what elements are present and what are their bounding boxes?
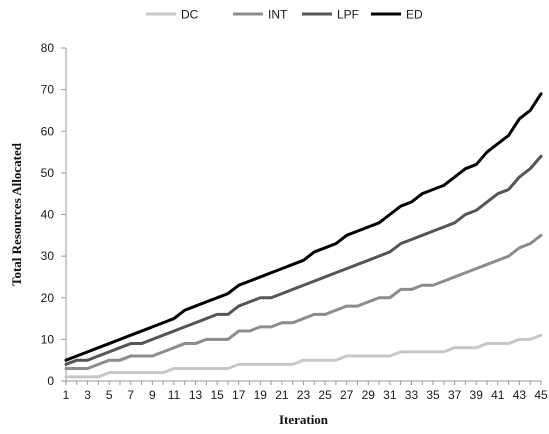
x-tick-label: 3 <box>84 388 91 402</box>
x-tick-label: 33 <box>405 388 419 402</box>
y-axis: 0 10 20 30 40 50 60 70 80 <box>41 41 67 388</box>
y-tick-label: 80 <box>41 41 55 55</box>
x-tick-label: 11 <box>168 388 181 402</box>
y-tick-label: 50 <box>41 166 55 180</box>
x-tick-label: 39 <box>470 388 484 402</box>
series-line-lpf <box>64 154 543 366</box>
y-tick-label: 30 <box>41 249 55 263</box>
x-tick-label: 13 <box>189 388 203 402</box>
legend-label-int: INT <box>268 8 288 22</box>
x-tick-label: 15 <box>210 388 224 402</box>
legend-label-dc: DC <box>181 8 199 22</box>
series-line-int <box>64 233 543 371</box>
x-tick-label: 1 <box>63 388 70 402</box>
legend: DC INT LPF ED <box>146 8 423 22</box>
x-tick-label: 45 <box>534 388 548 402</box>
x-axis-title: Iteration <box>279 412 329 427</box>
x-tick-label: 9 <box>149 388 156 402</box>
x-tick-label: 21 <box>275 388 289 402</box>
x-tick-label: 35 <box>426 388 440 402</box>
y-tick-label: 60 <box>41 124 55 138</box>
x-tick-label: 37 <box>448 388 462 402</box>
legend-label-ed: ED <box>406 8 423 22</box>
y-tick-label: 0 <box>47 374 54 388</box>
x-tick-label: 19 <box>254 388 268 402</box>
y-tick-label: 10 <box>41 332 55 346</box>
series-group <box>64 92 543 379</box>
x-tick-label: 43 <box>513 388 527 402</box>
x-tick-label: 29 <box>362 388 376 402</box>
x-axis: 1 3 5 7 9 11 13 15 17 19 21 23 25 27 29 31 33 35 37 39 41 43 4… <box>63 380 548 402</box>
x-tick-label: 41 <box>491 388 505 402</box>
x-tick-label: 27 <box>340 388 354 402</box>
y-tick-label: 40 <box>41 208 55 222</box>
x-tick-label: 25 <box>318 388 332 402</box>
y-axis-title: Total Resources Allocated <box>9 142 24 286</box>
series-line-dc <box>64 333 543 379</box>
x-tick-label: 5 <box>106 388 113 402</box>
x-tick-label: 17 <box>232 388 246 402</box>
x-tick-label: 31 <box>383 388 397 402</box>
series-line-ed <box>64 92 543 362</box>
x-tick-label: 23 <box>297 388 311 402</box>
y-tick-label: 70 <box>41 83 55 97</box>
y-tick-label: 20 <box>41 291 55 305</box>
x-tick-label: 7 <box>127 388 134 402</box>
legend-label-lpf: LPF <box>337 8 359 22</box>
